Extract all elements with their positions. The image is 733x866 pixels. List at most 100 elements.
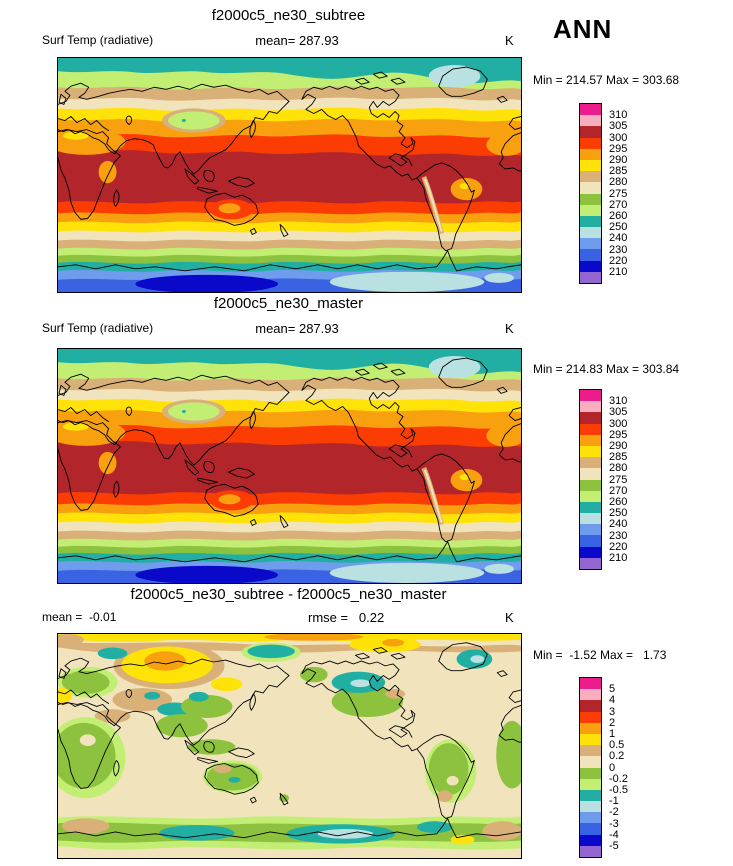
- colorbar-level-label: 5: [609, 683, 616, 696]
- colorbar-level-label: -1: [609, 795, 619, 808]
- colorbar-box: [580, 260, 601, 272]
- colorbar-box: [580, 423, 601, 435]
- colorbar-box: [580, 745, 601, 757]
- panel1-units-label: K: [505, 33, 514, 48]
- colorbar-level-label: 3: [609, 705, 616, 718]
- colorbar-level-label: 240: [609, 232, 628, 245]
- colorbar-level-label: -3: [609, 817, 619, 830]
- colorbar-level-label: 310: [609, 395, 628, 408]
- colorbar-box: [580, 789, 601, 802]
- colorbar-level-label: 295: [609, 428, 628, 441]
- panel1-map-canvas: [57, 57, 522, 293]
- colorbar-level-label: 300: [609, 417, 628, 430]
- colorbar-level-label: 210: [609, 552, 628, 564]
- colorbar-box: [580, 733, 601, 746]
- colorbar-level-label: -2: [609, 806, 619, 819]
- colorbar-level-label: 270: [609, 198, 628, 211]
- colorbar-box: [580, 834, 601, 846]
- colorbar-level-label: 0.2: [609, 750, 625, 763]
- panel2-colorbar: 310 305 300 295 290 285 280 275 270 260 250 240 230 2…: [579, 389, 627, 570]
- colorbar-box: [580, 159, 601, 172]
- colorbar-level-label: 260: [609, 496, 628, 508]
- colorbar-box: [580, 171, 601, 183]
- colorbar-box: [580, 700, 601, 712]
- panel2-mean-label: mean= 287.93: [255, 321, 339, 336]
- colorbar-level-label: 285: [609, 451, 628, 464]
- colorbar-level-label: -0.5: [609, 784, 628, 796]
- colorbar-level-label: 0.5: [609, 739, 625, 752]
- panel3-colorbar: 5 4 3 2 1 0.5 0.2 0 -0.2 -0.5 -1 -2 -3 -4 -5: [579, 677, 628, 858]
- colorbar-level-label: -0.2: [609, 772, 628, 785]
- panel2-variable-label: Surf Temp (radiative): [42, 321, 154, 335]
- colorbar-box: [580, 137, 601, 149]
- panel2-minmax-label: Min = 214.83 Max = 303.84: [533, 362, 680, 376]
- panel3-rmse-label: rmse = 0.22: [308, 610, 385, 625]
- colorbar-box: [580, 468, 601, 480]
- colorbar-box: [580, 104, 601, 116]
- colorbar-box: [580, 182, 601, 194]
- colorbar-level-label: 310: [609, 109, 628, 122]
- panel2-units-label: K: [505, 321, 514, 336]
- colorbar-box: [580, 689, 601, 701]
- colorbar-box: [580, 401, 601, 413]
- colorbar-box: [580, 445, 601, 458]
- colorbar-level-label: 4: [609, 694, 616, 707]
- colorbar-level-label: 240: [609, 518, 628, 531]
- colorbar-box: [580, 678, 601, 690]
- colorbar-box: [580, 204, 601, 216]
- colorbar-level-label: 220: [609, 254, 628, 267]
- colorbar-box: [580, 722, 601, 734]
- panel3-map-canvas: [57, 633, 522, 859]
- colorbar-box: [580, 238, 601, 250]
- colorbar-box: [580, 557, 601, 569]
- colorbar-level-label: 260: [609, 210, 628, 222]
- colorbar-level-label: 275: [609, 187, 628, 200]
- colorbar-box: [580, 227, 601, 239]
- panel2-contour-map: [58, 349, 521, 583]
- colorbar-box: [580, 490, 601, 502]
- colorbar-box: [580, 271, 601, 283]
- colorbar-level-label: 280: [609, 462, 628, 475]
- colorbar-level-label: 290: [609, 440, 628, 452]
- colorbar-level-label: 230: [609, 243, 628, 256]
- colorbar-level-label: 290: [609, 154, 628, 166]
- colorbar-level-label: 295: [609, 142, 628, 155]
- colorbar-level-label: -5: [609, 840, 619, 852]
- panel1-colorbar: 310 305 300 295 290 285 280 275 270 260 250 240 230 2…: [579, 103, 627, 284]
- panel3-mean-label: mean = -0.01: [42, 610, 117, 624]
- colorbar-level-label: 250: [609, 507, 628, 520]
- colorbar-level-label: 210: [609, 266, 628, 278]
- colorbar-box: [580, 524, 601, 536]
- panel3-units-label: K: [505, 610, 514, 625]
- colorbar-box: [580, 126, 601, 138]
- colorbar-box: [580, 778, 601, 790]
- colorbar-box: [580, 756, 601, 768]
- colorbar-box: [580, 390, 601, 402]
- colorbar-box: [580, 513, 601, 525]
- colorbar-box: [580, 457, 601, 469]
- colorbar-box: [580, 501, 601, 514]
- colorbar-level-label: 305: [609, 120, 628, 133]
- colorbar-level-label: 305: [609, 406, 628, 419]
- colorbar-box: [580, 845, 601, 857]
- colorbar-level-label: 250: [609, 221, 628, 234]
- colorbar-box: [580, 115, 601, 127]
- colorbar-box: [580, 193, 601, 205]
- colorbar-level-label: 300: [609, 131, 628, 144]
- colorbar-level-label: -4: [609, 828, 619, 841]
- panel1-mean-label: mean= 287.93: [255, 33, 339, 48]
- panel1-title: f2000c5_ne30_subtree: [211, 7, 366, 24]
- colorbar-box: [580, 412, 601, 424]
- colorbar-box: [580, 812, 601, 824]
- colorbar-box: [580, 801, 601, 813]
- colorbar-box: [580, 767, 601, 779]
- colorbar-box: [580, 546, 601, 558]
- colorbar-box: [580, 215, 601, 228]
- colorbar-box: [580, 434, 601, 446]
- colorbar-box: [580, 823, 601, 835]
- panel2-title: f2000c5_ne30_master: [213, 295, 364, 312]
- colorbar-level-label: 1: [609, 728, 616, 740]
- colorbar-box: [580, 479, 601, 491]
- panel3-title: f2000c5_ne30_subtree - f2000c5_ne30_mast…: [130, 586, 447, 603]
